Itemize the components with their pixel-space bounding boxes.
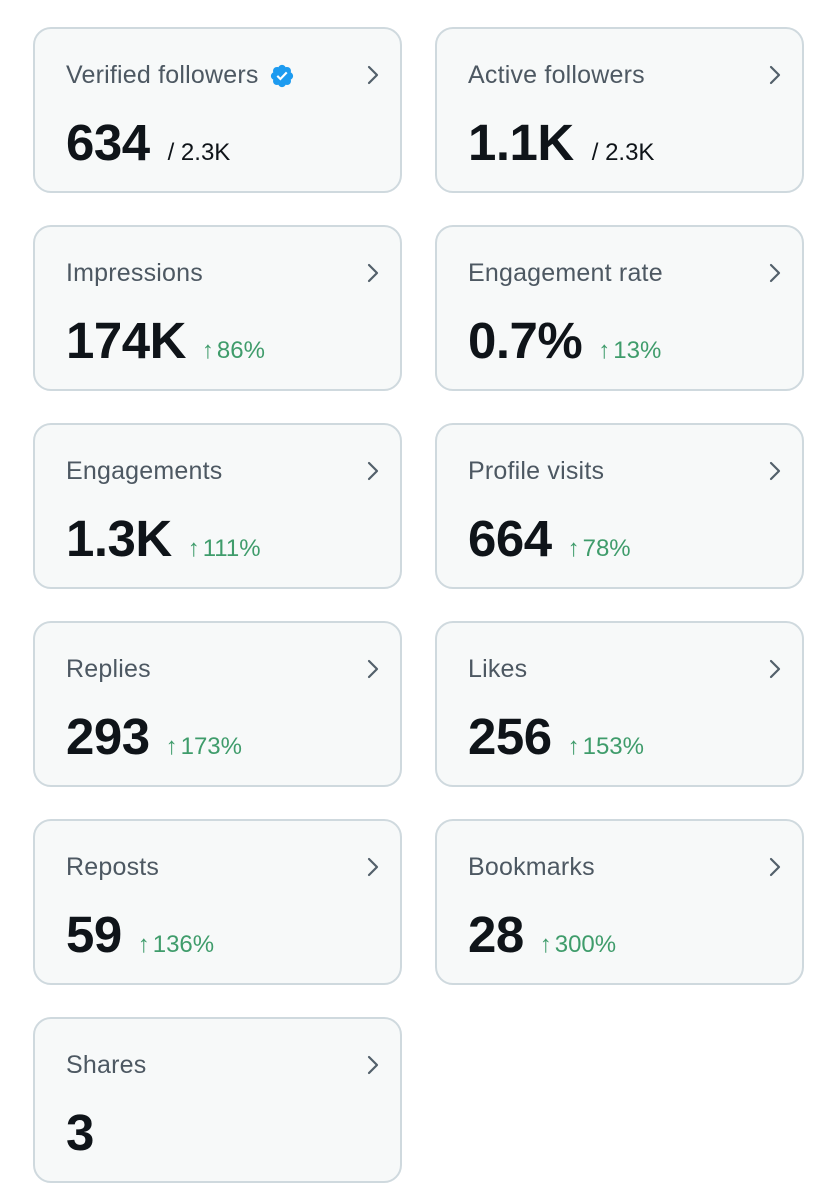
metric-label-text: Impressions	[66, 259, 203, 287]
metric-label: Bookmarks	[468, 853, 595, 882]
arrow-up-icon: ↑	[539, 931, 552, 958]
metric-label: Engagements	[66, 457, 222, 486]
metric-change-value: 86%	[216, 337, 265, 364]
metric-card-engagements[interactable]: Engagements 1.3K ↑ 111%	[33, 423, 402, 589]
metric-card-impressions[interactable]: Impressions 174K ↑ 86%	[33, 225, 402, 391]
metric-value-row: 59 ↑ 136%	[66, 905, 214, 964]
metric-value: 3	[66, 1104, 94, 1161]
chevron-right-icon	[367, 1055, 379, 1075]
metric-label: Profile visits	[468, 457, 604, 486]
metric-value: 0.7%	[468, 312, 583, 369]
metric-change-value: 136%	[152, 931, 215, 958]
arrow-up-icon: ↑	[567, 733, 580, 760]
chevron-right-icon	[367, 263, 379, 283]
arrow-up-icon: ↑	[187, 535, 200, 562]
chevron-right-icon	[367, 461, 379, 481]
metric-label-text: Likes	[468, 655, 528, 683]
metric-value: 1.3K	[66, 510, 172, 567]
metric-label: Engagement rate	[468, 259, 663, 288]
metric-value: 174K	[66, 312, 186, 369]
metric-label: Replies	[66, 655, 151, 684]
metric-card-engagement-rate[interactable]: Engagement rate 0.7% ↑ 13%	[435, 225, 804, 391]
metric-value-row: 293 ↑ 173%	[66, 707, 242, 766]
metric-value-row: 1.1K / 2.3K	[468, 113, 654, 172]
arrow-up-icon: ↑	[201, 337, 214, 364]
metric-label: Verified followers	[66, 61, 295, 90]
metric-card-likes[interactable]: Likes 256 ↑ 153%	[435, 621, 804, 787]
arrow-up-icon: ↑	[165, 733, 178, 760]
metric-value: 634	[66, 114, 150, 171]
metric-value: 256	[468, 708, 552, 765]
metric-label-text: Shares	[66, 1051, 147, 1079]
metric-label: Likes	[468, 655, 527, 684]
metric-label: Shares	[66, 1051, 146, 1080]
metric-change-value: 111%	[202, 535, 261, 562]
metric-value-row: 256 ↑ 153%	[468, 707, 644, 766]
metric-total: / 2.3K	[167, 139, 231, 166]
metric-card-replies[interactable]: Replies 293 ↑ 173%	[33, 621, 402, 787]
metric-label-text: Engagement rate	[468, 259, 663, 287]
metric-total: / 2.3K	[591, 139, 655, 166]
metric-change-value: 13%	[613, 337, 662, 364]
arrow-up-icon: ↑	[598, 337, 611, 364]
chevron-right-icon	[367, 65, 379, 85]
metric-value: 1.1K	[468, 114, 574, 171]
metric-change: ↑ 153%	[568, 733, 644, 761]
metric-value-row: 0.7% ↑ 13%	[468, 311, 661, 370]
metric-card-active-followers[interactable]: Active followers 1.1K / 2.3K	[435, 27, 804, 193]
metric-value: 59	[66, 906, 122, 963]
metric-change-value: 153%	[582, 733, 644, 760]
chevron-right-icon	[367, 857, 379, 877]
metric-value-row: 1.3K ↑ 111%	[66, 509, 261, 568]
arrow-up-icon: ↑	[137, 931, 150, 958]
chevron-right-icon	[769, 263, 781, 283]
metric-label-text: Profile visits	[468, 457, 605, 485]
metric-change-value: 300%	[554, 931, 617, 958]
metric-value: 664	[468, 510, 552, 567]
metric-label-text: Bookmarks	[468, 853, 595, 881]
metric-card-shares[interactable]: Shares 3	[33, 1017, 402, 1183]
chevron-right-icon	[769, 659, 781, 679]
metric-value-row: 634 / 2.3K	[66, 113, 230, 172]
metric-change: ↑ 111%	[188, 535, 261, 563]
metric-change: ↑ 300%	[540, 931, 616, 959]
metric-change: ↑ 173%	[166, 733, 242, 761]
verified-badge-icon	[270, 64, 293, 87]
metric-value-row: 174K ↑ 86%	[66, 311, 265, 370]
metric-label: Active followers	[468, 61, 645, 90]
metric-change: ↑ 136%	[138, 931, 214, 959]
metric-card-verified-followers[interactable]: Verified followers 634 / 2.3K	[33, 27, 402, 193]
chevron-right-icon	[367, 659, 379, 679]
metric-value-row: 28 ↑ 300%	[468, 905, 616, 964]
chevron-right-icon	[769, 857, 781, 877]
metric-label: Reposts	[66, 853, 159, 882]
metric-label-text: Reposts	[66, 853, 160, 881]
metric-value-row: 664 ↑ 78%	[468, 509, 631, 568]
chevron-right-icon	[769, 461, 781, 481]
metric-change: ↑ 13%	[598, 337, 661, 365]
metric-label: Impressions	[66, 259, 203, 288]
metric-value-row: 3	[66, 1103, 94, 1162]
chevron-right-icon	[769, 65, 781, 85]
metric-card-profile-visits[interactable]: Profile visits 664 ↑ 78%	[435, 423, 804, 589]
metric-change-value: 78%	[582, 535, 631, 562]
metric-value: 28	[468, 906, 524, 963]
metric-label-text: Active followers	[468, 61, 645, 89]
arrow-up-icon: ↑	[567, 535, 580, 562]
metric-label-text: Replies	[66, 655, 151, 683]
metric-card-reposts[interactable]: Reposts 59 ↑ 136%	[33, 819, 402, 985]
metric-label-text: Engagements	[66, 457, 223, 485]
metric-change-value: 173%	[180, 733, 242, 760]
metric-change: ↑ 78%	[568, 535, 631, 563]
metric-label-text: Verified followers	[66, 61, 259, 89]
metric-card-bookmarks[interactable]: Bookmarks 28 ↑ 300%	[435, 819, 804, 985]
metric-value: 293	[66, 708, 150, 765]
metric-change: ↑ 86%	[202, 337, 265, 365]
